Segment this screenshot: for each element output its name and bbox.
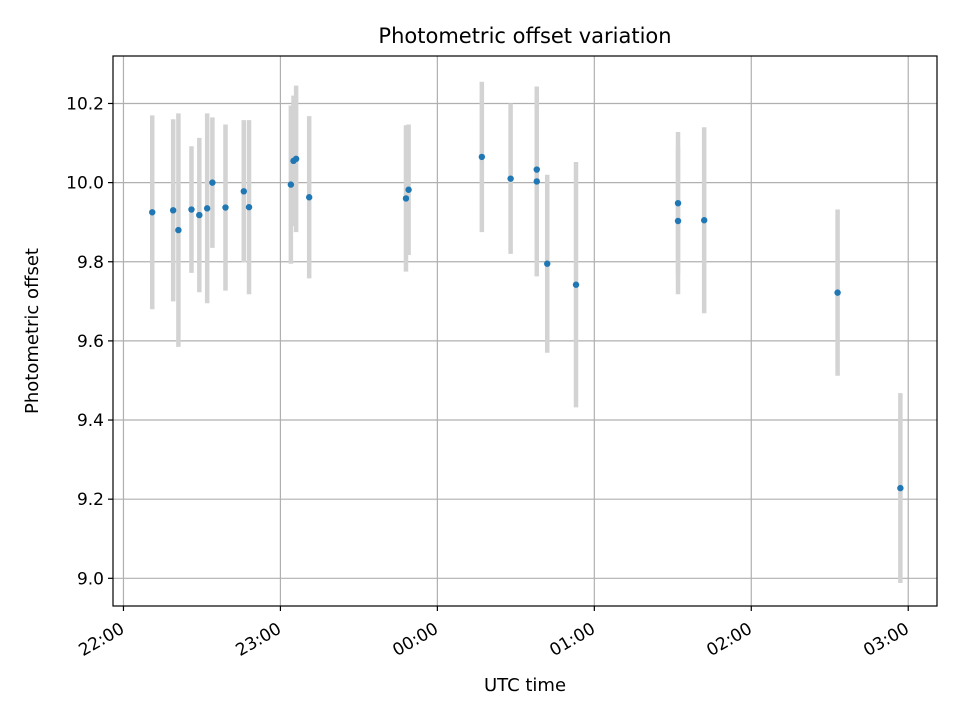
data-point [478, 153, 486, 161]
data-point [700, 217, 708, 224]
y-tick-label: 9.6 [77, 332, 104, 352]
data-point [169, 207, 177, 214]
axes-frame [112, 55, 938, 607]
x-tick-label: 22:00 [76, 619, 128, 661]
data-point [222, 204, 229, 211]
y-tick-label: 10.2 [66, 94, 104, 114]
data-point [305, 194, 313, 201]
data-point [402, 195, 410, 202]
y-tick-label: 9.4 [77, 411, 104, 431]
data-point [245, 203, 253, 211]
data-point [196, 211, 203, 219]
data-point [209, 179, 216, 186]
data-point [533, 178, 540, 185]
x-axis-ticks: 22:00 23:00 00:00 01:00 02:00 03:00 [76, 606, 913, 661]
y-axis-label: Photometric offset [22, 248, 43, 414]
x-tick-label: 23:00 [232, 619, 284, 661]
y-tick-label: 10.0 [66, 174, 104, 194]
data-point [674, 199, 682, 207]
point-layer [149, 153, 904, 492]
data-point [149, 209, 156, 216]
chart-title: Photometric offset variation [378, 24, 671, 48]
data-point [544, 260, 551, 267]
data-point [674, 217, 682, 225]
y-tick-label: 9.0 [77, 569, 104, 589]
data-point [507, 175, 514, 182]
x-axis-label: UTC time [484, 675, 566, 696]
data-point [203, 205, 211, 212]
errorbar-layer [149, 81, 903, 584]
data-point [572, 281, 580, 288]
grid-layer [113, 56, 937, 606]
data-point [533, 166, 540, 173]
data-point [188, 206, 195, 213]
x-tick-label: 02:00 [703, 619, 755, 661]
data-point [834, 289, 841, 296]
data-point [897, 484, 904, 492]
x-tick-label: 01:00 [546, 619, 598, 661]
data-point [175, 226, 182, 234]
x-tick-label: 00:00 [389, 619, 441, 661]
data-point [287, 181, 295, 188]
y-axis-ticks: 9.0 9.2 9.4 9.6 9.8 10.0 10.2 [66, 94, 113, 589]
data-point [405, 186, 412, 193]
x-tick-label: 03:00 [860, 619, 912, 661]
data-point [240, 188, 247, 195]
y-tick-label: 9.8 [77, 253, 104, 273]
data-point [292, 155, 300, 163]
y-tick-label: 9.2 [77, 490, 104, 510]
